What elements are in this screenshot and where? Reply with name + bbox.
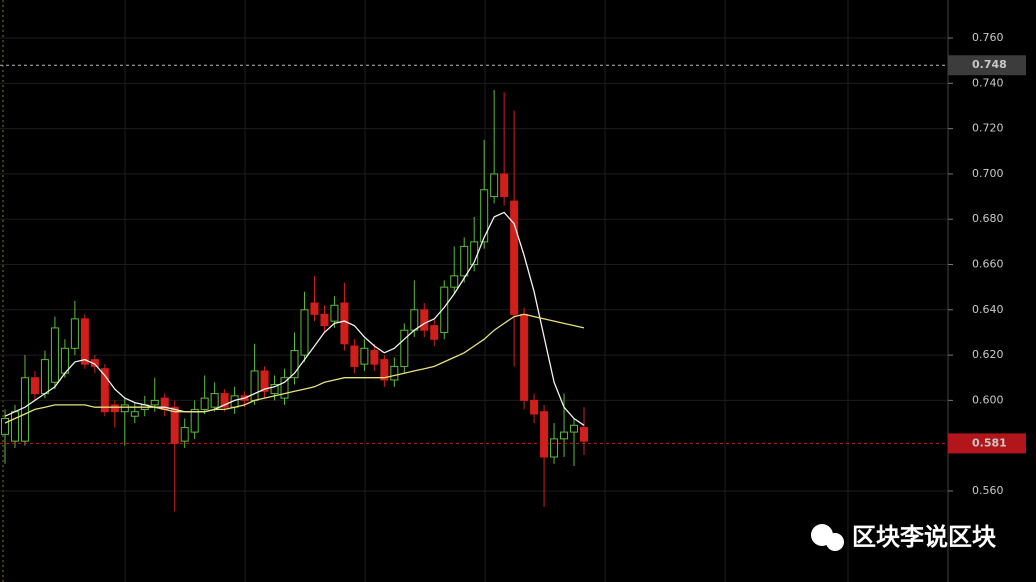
candle-body xyxy=(190,408,199,433)
candle-body xyxy=(210,393,219,408)
candle-body xyxy=(520,313,529,401)
candle-body xyxy=(130,411,139,417)
candle-body xyxy=(170,406,179,444)
candle-body xyxy=(540,411,549,458)
y-tick-label: 0.700 xyxy=(972,167,1004,180)
y-tick-label: 0.600 xyxy=(972,393,1004,406)
candle-body xyxy=(420,309,429,331)
candle-body xyxy=(40,359,49,395)
candle-body xyxy=(320,313,329,327)
candle-body xyxy=(480,189,489,243)
candle-body xyxy=(430,325,439,340)
candle-body xyxy=(500,173,509,198)
candle-body xyxy=(350,345,359,367)
candle-body xyxy=(450,275,459,288)
y-tick-label: 0.760 xyxy=(972,31,1004,44)
candle-body xyxy=(290,350,299,379)
candle-body xyxy=(510,200,519,315)
y-tick-label: 0.660 xyxy=(972,258,1004,271)
candle-body xyxy=(400,329,409,367)
watermark: 区块李说区块 xyxy=(811,523,996,551)
candle-body xyxy=(340,302,349,345)
y-tick-label: 0.680 xyxy=(972,212,1004,225)
candle-body xyxy=(390,365,399,381)
y-tick-label: 0.740 xyxy=(972,76,1004,89)
candle-body xyxy=(280,377,289,399)
ma-line xyxy=(4,313,585,424)
candle-body xyxy=(560,431,569,440)
candle-body xyxy=(50,327,59,383)
time-grid xyxy=(124,0,849,582)
candle-body xyxy=(490,173,499,198)
candle-body xyxy=(220,393,229,408)
candle-body xyxy=(80,318,89,365)
price-tag xyxy=(948,433,1026,454)
candle-body xyxy=(250,370,259,401)
candle-body xyxy=(550,438,559,458)
candle-body xyxy=(150,399,159,406)
candle-body xyxy=(570,424,579,433)
candle-body xyxy=(300,309,309,356)
candle-body xyxy=(270,384,279,395)
candle-body xyxy=(370,350,379,365)
price-tag-label: 0.748 xyxy=(972,58,1007,71)
price-tag xyxy=(948,55,1026,76)
watermark-text: 区块李说区块 xyxy=(852,523,996,551)
candle-body xyxy=(20,377,29,442)
y-tick-label: 0.640 xyxy=(972,303,1004,316)
y-tick-label: 0.620 xyxy=(972,348,1004,361)
candle-body xyxy=(110,404,119,413)
candle-body xyxy=(360,347,369,365)
y-tick-label: 0.560 xyxy=(972,484,1004,497)
candle-body xyxy=(530,399,539,415)
candle-body xyxy=(30,377,39,395)
candle-body xyxy=(440,286,449,333)
candle-body xyxy=(200,397,209,410)
candle-body xyxy=(10,411,19,442)
candle-body xyxy=(120,404,129,413)
candle-body xyxy=(1,417,9,435)
candle-body xyxy=(100,368,109,413)
y-tick-label: 0.720 xyxy=(972,122,1004,135)
candle-body xyxy=(380,359,389,381)
price-tag-label: 0.581 xyxy=(972,436,1007,449)
candle-body xyxy=(310,302,319,315)
candle-body xyxy=(180,427,189,442)
candle-body xyxy=(460,245,469,277)
candle-body xyxy=(260,370,269,392)
candle-body xyxy=(580,427,588,442)
candle-body xyxy=(330,304,339,322)
candle-body xyxy=(70,318,79,349)
ma-line xyxy=(4,211,585,426)
candle-body xyxy=(410,309,419,331)
